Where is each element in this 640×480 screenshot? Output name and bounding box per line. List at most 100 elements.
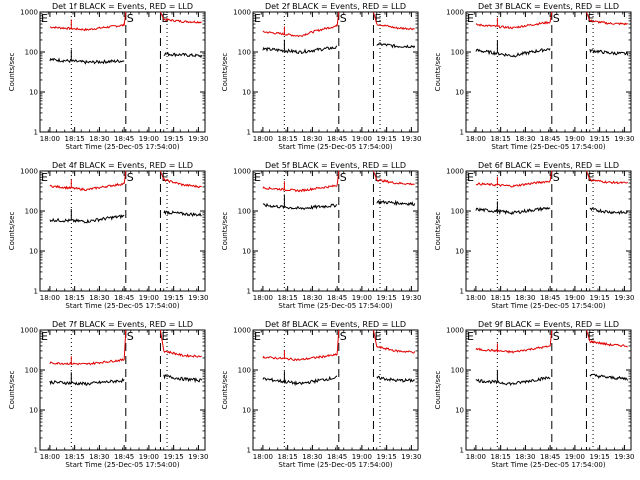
marker-label: E [161,12,168,25]
x-tick-label: 19:15 [377,294,397,302]
lld-series-line [336,170,340,186]
lld-series-line [49,179,125,192]
lld-series-line [586,11,591,22]
marker-label: S [340,330,347,343]
x-tick-label: 19:00 [565,294,585,302]
panel-title: Det 4f BLACK = Events, RED = LLD [52,161,193,170]
x-tick-label: 19:30 [614,135,634,143]
plot-frame [252,329,419,451]
lld-series-line [589,339,628,348]
y-tick-label: 1000 [446,9,464,17]
x-tick-label: 18:30 [515,453,535,461]
marker-label: S [127,330,134,343]
x-axis-label: Start Time (25-Dec-05 17:54:00) [65,461,179,469]
panel-title: Det 7f BLACK = Events, RED = LLD [52,320,193,329]
lld-series-line [336,11,340,26]
x-tick-label: 19:00 [352,453,372,461]
x-tick-label: 19:30 [401,453,421,461]
x-tick-label: 18:30 [515,135,535,143]
y-tick-label: 1000 [446,327,464,335]
x-tick-label: 18:00 [253,294,273,302]
y-tick-label: 1 [460,447,464,455]
x-tick-label: 18:30 [302,453,322,461]
events-series-line [262,371,338,387]
y-axis-label: Counts/sec [8,371,16,410]
lld-series-line [159,170,165,181]
x-tick-label: 19:00 [565,453,585,461]
marker-label: S [340,12,347,25]
x-tick-label: 18:45 [327,453,347,461]
x-tick-label: 18:45 [540,453,560,461]
y-tick-label: 1000 [233,327,251,335]
plot-frame [465,329,632,451]
x-tick-label: 18:45 [540,135,560,143]
panel-7: Det 7f BLACK = Events, RED = LLD 1 10 100 10… [8,320,208,469]
marker-label: E [587,12,594,25]
y-axis-label: Counts/sec [221,212,229,251]
y-axis-label: Counts/sec [434,212,442,251]
lld-series-line [549,11,553,23]
x-tick-label: 18:00 [40,135,60,143]
x-tick-label: 18:00 [466,294,486,302]
x-tick-label: 18:15 [65,453,85,461]
panel-title: Det 1f BLACK = Events, RED = LLD [52,2,193,11]
panel-title: Det 8f BLACK = Events, RED = LLD [265,320,406,329]
y-tick-label: 1000 [20,168,38,176]
panel-title: Det 5f BLACK = Events, RED = LLD [265,161,406,170]
events-series-line [376,375,415,383]
panel-title: Det 2f BLACK = Events, RED = LLD [265,2,406,11]
panel-4: Det 4f BLACK = Events, RED = LLD 1 10 100 10… [8,161,208,310]
lld-series-line [589,178,629,185]
x-tick-label: 18:30 [89,294,109,302]
y-tick-label: 1 [34,129,38,137]
x-tick-label: 18:15 [278,453,298,461]
marker-label: E [161,330,168,343]
x-tick-label: 18:00 [40,294,60,302]
lld-series-line [549,329,553,347]
panel-title: Det 9f BLACK = Events, RED = LLD [478,320,619,329]
x-tick-label: 19:15 [590,135,610,143]
x-tick-label: 18:15 [491,294,511,302]
marker-label: E [374,171,381,184]
marker-label: E [254,171,261,184]
lld-series-line [49,19,125,32]
x-tick-label: 18:15 [278,294,298,302]
x-tick-label: 18:30 [89,135,109,143]
panel-title: Det 6f BLACK = Events, RED = LLD [478,161,619,170]
y-tick-label: 1000 [446,168,464,176]
x-tick-label: 19:15 [377,135,397,143]
lld-series-line [163,17,202,24]
x-tick-label: 19:30 [188,294,208,302]
x-tick-label: 19:15 [377,453,397,461]
lld-series-line [475,17,551,30]
y-tick-label: 100 [451,367,464,375]
marker-label: E [41,12,48,25]
lld-series-line [123,170,127,184]
y-tick-label: 10 [242,248,251,256]
panel-3: Det 3f BLACK = Events, RED = LLD 1 10 100 10… [434,2,634,151]
plot-frame [39,329,206,451]
events-series-line [589,373,629,381]
marker-label: E [41,330,48,343]
x-tick-label: 19:00 [139,294,159,302]
panel-2: Det 2f BLACK = Events, RED = LLD 1 10 100 10… [221,2,421,151]
y-tick-label: 100 [25,367,38,375]
lld-series-line [475,176,551,188]
marker-label: E [587,171,594,184]
y-axis-label: Counts/sec [434,371,442,410]
lld-series-line [49,356,125,366]
y-tick-label: 1 [247,129,251,137]
lld-series-line [123,11,127,26]
x-tick-label: 19:30 [614,294,634,302]
x-tick-label: 18:45 [327,135,347,143]
marker-label: S [553,330,560,343]
x-tick-label: 18:30 [515,294,535,302]
y-tick-label: 100 [451,208,464,216]
lld-series-line [586,329,591,342]
y-tick-label: 1 [460,288,464,296]
y-tick-label: 100 [25,49,38,57]
events-series-line [262,39,338,55]
y-tick-label: 100 [25,208,38,216]
y-tick-label: 1000 [20,9,38,17]
lld-series-line [159,329,165,351]
